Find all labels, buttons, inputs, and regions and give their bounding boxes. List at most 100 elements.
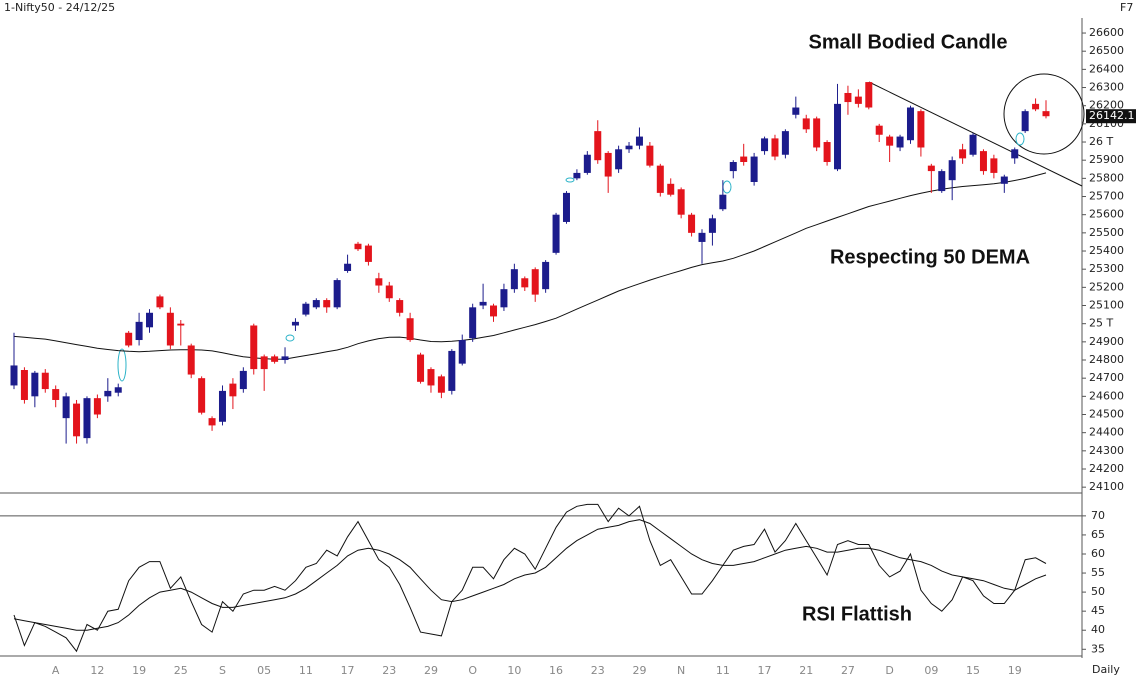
candle-body — [146, 312, 154, 328]
candle-body — [625, 145, 633, 150]
x-tick-label: 25 — [174, 664, 188, 677]
candle-body — [750, 156, 758, 182]
candle-body — [52, 389, 60, 400]
candle-body — [906, 107, 914, 141]
marker — [117, 348, 127, 382]
candle-body — [813, 118, 821, 148]
candle-body — [417, 354, 425, 382]
candle-body — [62, 396, 70, 419]
rsi-line — [13, 503, 1047, 653]
candle-body — [688, 214, 696, 233]
candle-body — [166, 312, 174, 346]
x-tick-label: A — [52, 664, 60, 677]
x-tick-label: 16 — [549, 664, 563, 677]
candle-body — [31, 372, 39, 397]
x-tick-label: O — [468, 664, 477, 677]
candle-body — [761, 138, 769, 152]
candle-body — [1032, 103, 1040, 110]
annotation: RSI Flattish — [802, 603, 912, 625]
y-tick-label: 24200 — [1089, 462, 1124, 475]
marker — [285, 334, 295, 342]
y-tick-label: 24900 — [1089, 335, 1124, 348]
candle-body — [594, 131, 602, 161]
y-tick-label: 35 — [1091, 642, 1105, 655]
corner-label: F7 — [1120, 1, 1133, 14]
y-tick-label: 55 — [1091, 566, 1105, 579]
candle-body — [20, 370, 28, 400]
candle-body — [552, 214, 560, 253]
rsi-line — [13, 519, 1047, 631]
candle-body — [990, 158, 998, 173]
candle-body — [604, 152, 612, 177]
x-tick-label: 05 — [257, 664, 271, 677]
candle-body — [635, 136, 643, 146]
candle-body — [698, 232, 706, 242]
y-tick-label: 26 T — [1089, 135, 1113, 148]
x-tick-label: D — [885, 664, 893, 677]
candle-body — [708, 218, 716, 233]
x-tick-label: 17 — [758, 664, 772, 677]
y-tick-label: 70 — [1091, 509, 1105, 522]
x-tick-label: 21 — [799, 664, 813, 677]
y-tick-label: 24100 — [1089, 480, 1124, 493]
x-tick-label: 17 — [341, 664, 355, 677]
candle-body — [917, 111, 925, 148]
candle-body — [218, 390, 226, 422]
candle-body — [427, 369, 435, 386]
y-tick-label: 26200 — [1089, 99, 1124, 112]
candle-body — [375, 278, 383, 286]
candle-body — [437, 376, 445, 393]
candle-body — [583, 154, 591, 173]
candle-body — [125, 332, 133, 346]
candle-body — [646, 145, 654, 166]
candle-body — [385, 285, 393, 299]
y-tick-label: 65 — [1091, 528, 1105, 541]
candle-body — [239, 370, 247, 390]
candle-body — [198, 378, 206, 413]
y-tick-label: 25800 — [1089, 171, 1124, 184]
candle-body — [844, 92, 852, 103]
candle-body — [781, 131, 789, 155]
x-tick-label: 23 — [382, 664, 396, 677]
last-price-label: 26142.1 — [1089, 109, 1135, 122]
candle-body — [719, 194, 727, 210]
candle-body — [229, 383, 237, 397]
y-tick-label: 50 — [1091, 585, 1105, 598]
candle-body — [281, 356, 289, 361]
y-tick-label: 25600 — [1089, 208, 1124, 221]
candle-body — [333, 280, 341, 308]
marker — [1015, 132, 1025, 146]
annotation: Respecting 50 DEMA — [830, 246, 1030, 268]
y-tick-label: 25100 — [1089, 299, 1124, 312]
candle-body — [364, 245, 372, 262]
x-tick-label: 09 — [924, 664, 938, 677]
marker — [565, 177, 575, 183]
candle-body — [302, 303, 310, 315]
y-tick-label: 26600 — [1089, 26, 1124, 39]
candle-body — [938, 171, 946, 192]
candle-body — [927, 165, 935, 172]
y-tick-label: 25500 — [1089, 226, 1124, 239]
y-tick-label: 24500 — [1089, 408, 1124, 421]
x-tick-label: 12 — [90, 664, 104, 677]
candle-body — [323, 300, 331, 308]
y-tick-label: 60 — [1091, 547, 1105, 560]
candle-body — [469, 307, 477, 339]
y-tick-label: 25700 — [1089, 190, 1124, 203]
x-tick-label: 27 — [841, 664, 855, 677]
candle-body — [802, 118, 810, 130]
candle-body — [406, 318, 414, 341]
candle-body — [875, 125, 883, 135]
candle-body — [73, 403, 81, 437]
x-tick-label: 15 — [966, 664, 980, 677]
y-tick-label: 25200 — [1089, 280, 1124, 293]
candle-body — [41, 372, 49, 390]
chart-title: 1-Nifty50 - 24/12/25 — [4, 1, 115, 14]
candle-body — [1021, 111, 1029, 132]
candle-body — [458, 340, 466, 364]
y-tick-label: 24600 — [1089, 389, 1124, 402]
timeframe: Daily — [1092, 663, 1120, 676]
y-tick-label: 24400 — [1089, 426, 1124, 439]
candle-body — [344, 263, 352, 271]
candle-body — [729, 162, 737, 172]
